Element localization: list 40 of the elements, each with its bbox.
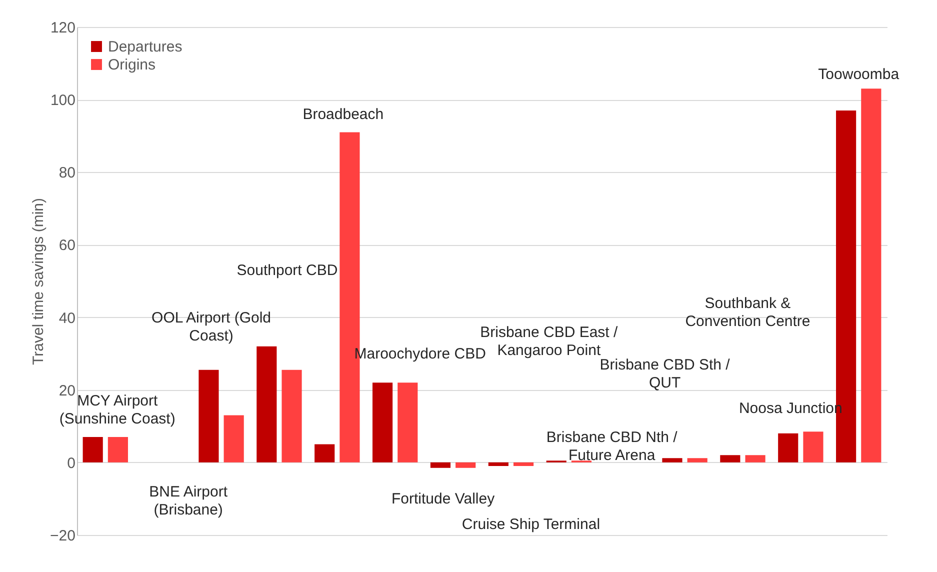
bar <box>488 462 508 466</box>
bar <box>198 370 219 462</box>
bar <box>662 458 682 462</box>
bar <box>372 382 393 462</box>
bar <box>224 415 244 462</box>
x-tick-label: Brisbane CBD Nth / Future Arena <box>546 429 678 464</box>
x-tick-label: OOL Airport (Gold Coast) <box>152 309 272 344</box>
legend-label: Departures <box>108 38 182 56</box>
bar <box>803 432 824 462</box>
bar <box>456 462 476 468</box>
bar <box>513 462 534 466</box>
y-axis-title: Travel time savings (min) <box>30 198 48 365</box>
x-tick-label: Broadbeach <box>302 106 384 124</box>
bar <box>861 88 882 462</box>
y-tick-label: 40 <box>58 310 76 327</box>
bar <box>108 437 128 462</box>
bar <box>256 346 277 462</box>
x-tick-label: Cruise Ship Terminal <box>462 516 600 534</box>
x-tick-label: Southbank & Convention Centre <box>685 294 810 330</box>
x-tick-label: Brisbane CBD Sth / QUT <box>600 356 731 392</box>
y-tick-label: 80 <box>58 164 76 182</box>
x-tick-label: Toowoomba <box>818 66 900 84</box>
bar <box>82 437 103 462</box>
bar <box>430 462 451 468</box>
bar <box>314 444 335 462</box>
x-tick-label: Fortitude Valley <box>391 490 496 508</box>
bar <box>398 382 418 462</box>
bar <box>282 370 302 462</box>
bar <box>745 455 766 462</box>
legend-label: Origins <box>108 56 156 74</box>
y-tick-label: 120 <box>50 20 76 36</box>
y-tick-label: 100 <box>50 92 76 110</box>
bar <box>720 455 740 462</box>
x-tick-label: BNE Airport (Brisbane) <box>149 483 228 518</box>
y-tick-label: 0 <box>67 454 76 472</box>
bar <box>687 458 708 462</box>
bar <box>778 433 798 462</box>
x-tick-label: Southport CBD <box>236 262 338 280</box>
y-tick-label: 60 <box>58 237 76 254</box>
y-tick-label: −20 <box>50 528 76 544</box>
